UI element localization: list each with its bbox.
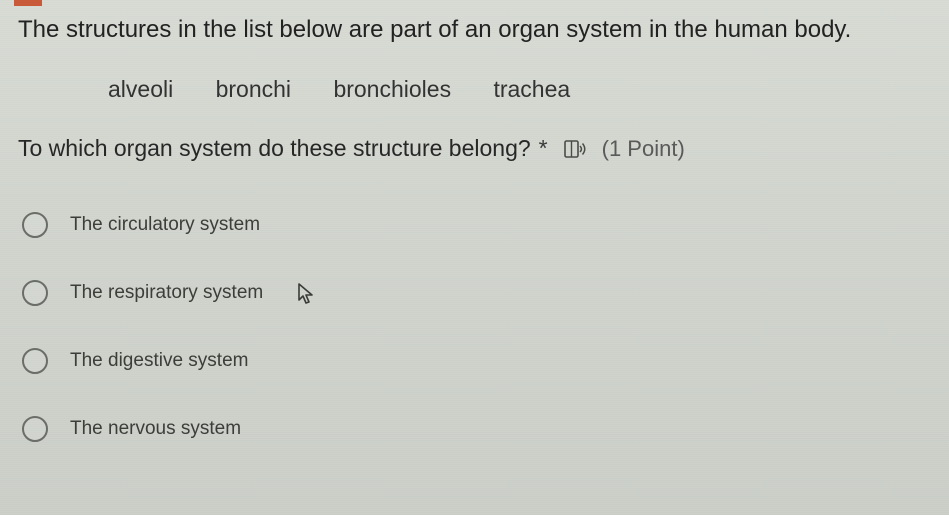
term-item: trachea bbox=[493, 76, 570, 102]
option-label: The respiratory system bbox=[70, 282, 263, 304]
question-intro-text: The structures in the list below are par… bbox=[18, 14, 931, 46]
question-block: The structures in the list below are par… bbox=[0, 0, 949, 442]
required-asterisk: * bbox=[539, 135, 548, 162]
immersive-reader-icon[interactable] bbox=[564, 138, 588, 160]
points-label: (1 Point) bbox=[602, 136, 685, 162]
radio-button[interactable] bbox=[22, 348, 48, 374]
cursor-icon bbox=[297, 282, 317, 311]
term-item: bronchi bbox=[216, 76, 291, 102]
question-prompt-line: To which organ system do these structure… bbox=[18, 135, 931, 162]
option-row[interactable]: The digestive system bbox=[22, 348, 931, 374]
option-row[interactable]: The respiratory system bbox=[22, 280, 931, 306]
radio-button[interactable] bbox=[22, 212, 48, 238]
option-label: The digestive system bbox=[70, 350, 248, 372]
term-list: alveoli bronchi bronchioles trachea bbox=[18, 76, 931, 103]
option-label: The circulatory system bbox=[70, 214, 260, 236]
options-group: The circulatory system The respiratory s… bbox=[18, 212, 931, 442]
option-row[interactable]: The circulatory system bbox=[22, 212, 931, 238]
option-label: The nervous system bbox=[70, 418, 241, 440]
radio-button[interactable] bbox=[22, 280, 48, 306]
question-prompt-text: To which organ system do these structure… bbox=[18, 135, 531, 162]
option-row[interactable]: The nervous system bbox=[22, 416, 931, 442]
radio-button[interactable] bbox=[22, 416, 48, 442]
term-item: alveoli bbox=[108, 76, 173, 102]
term-item: bronchioles bbox=[333, 76, 451, 102]
